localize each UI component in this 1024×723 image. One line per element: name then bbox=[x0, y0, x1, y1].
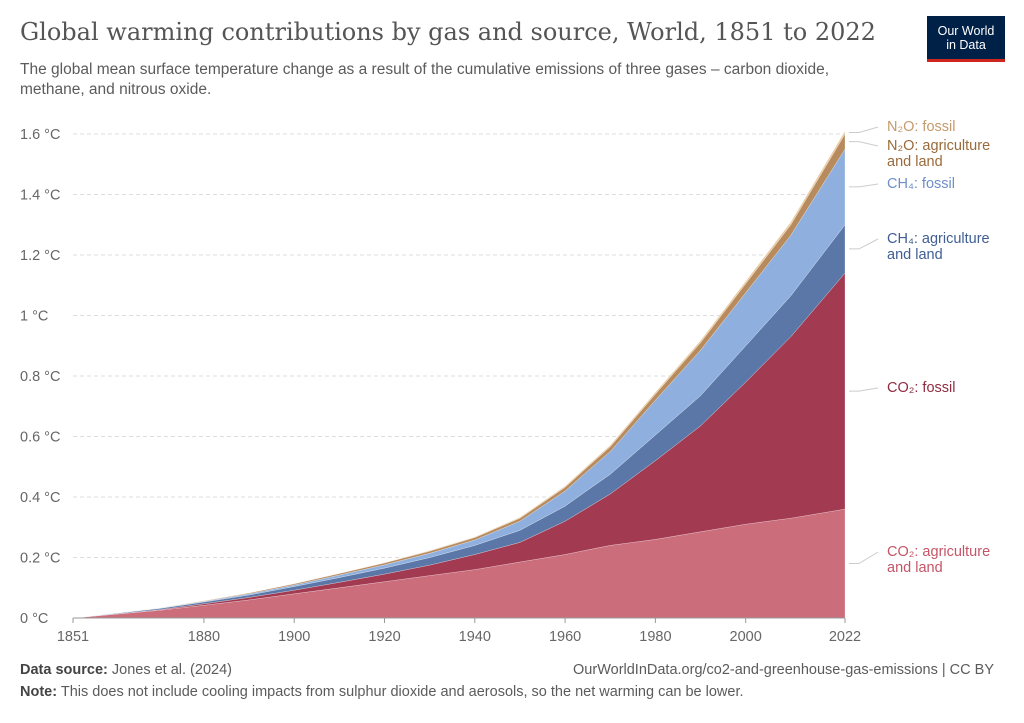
source-label: Data source: bbox=[20, 662, 108, 678]
y-tick-label: 0.2 °C bbox=[20, 551, 60, 567]
y-tick-label: 1.6 °C bbox=[20, 127, 60, 143]
x-tick-label: 1980 bbox=[639, 629, 671, 645]
label-connector bbox=[849, 183, 879, 188]
series-label: CH₄: agriculture bbox=[887, 231, 990, 247]
label-connector bbox=[849, 387, 879, 392]
chart-note: Note: This does not include cooling impa… bbox=[20, 684, 744, 700]
label-connector bbox=[849, 141, 879, 147]
series-label: and land bbox=[887, 560, 943, 576]
y-tick-label: 0.4 °C bbox=[20, 490, 60, 506]
x-tick-label: 1940 bbox=[459, 629, 491, 645]
y-tick-label: 1 °C bbox=[20, 309, 48, 325]
series-label: N₂O: agriculture bbox=[887, 138, 990, 154]
series-label: and land bbox=[887, 247, 943, 263]
series-label: N₂O: fossil bbox=[887, 119, 955, 135]
note-label: Note: bbox=[20, 684, 58, 700]
series-label: CO₂: agriculture bbox=[887, 544, 990, 560]
x-tick-label: 1920 bbox=[368, 629, 400, 645]
source-text[interactable]: Jones et al. (2024) bbox=[111, 662, 232, 678]
note-text: This does not include cooling impacts fr… bbox=[60, 684, 744, 700]
y-tick-label: 0.6 °C bbox=[20, 430, 60, 446]
area-series bbox=[72, 130, 846, 619]
series-label: CH₄: fossil bbox=[887, 176, 955, 192]
y-tick-label: 0.8 °C bbox=[20, 369, 60, 385]
logo-line-2: in Data bbox=[946, 38, 986, 52]
x-tick-label: 2022 bbox=[829, 629, 861, 645]
x-tick-label: 1960 bbox=[549, 629, 581, 645]
data-source: Data source: Jones et al. (2024) bbox=[20, 662, 232, 678]
y-tick-label: 1.4 °C bbox=[20, 188, 60, 204]
x-tick-label: 1900 bbox=[278, 629, 310, 645]
source-url[interactable]: OurWorldInData.org/co2-and-greenhouse-ga… bbox=[573, 662, 994, 678]
label-connector bbox=[849, 551, 879, 564]
y-tick-label: 0 °C bbox=[20, 611, 48, 627]
label-connector bbox=[849, 126, 879, 133]
series-label: CO₂: fossil bbox=[887, 380, 955, 396]
x-tick-label: 2000 bbox=[730, 629, 762, 645]
logo-line-1: Our World bbox=[937, 24, 995, 38]
x-tick-label: 1880 bbox=[188, 629, 220, 645]
series-label: and land bbox=[887, 154, 943, 170]
chart-subtitle: The global mean surface temperature chan… bbox=[20, 61, 830, 98]
label-connector bbox=[849, 238, 879, 250]
x-tick-label: 1851 bbox=[57, 629, 89, 645]
owid-logo[interactable]: Our World in Data bbox=[927, 16, 1005, 62]
chart-title: Global warming contributions by gas and … bbox=[20, 18, 876, 46]
y-tick-label: 1.2 °C bbox=[20, 248, 60, 264]
